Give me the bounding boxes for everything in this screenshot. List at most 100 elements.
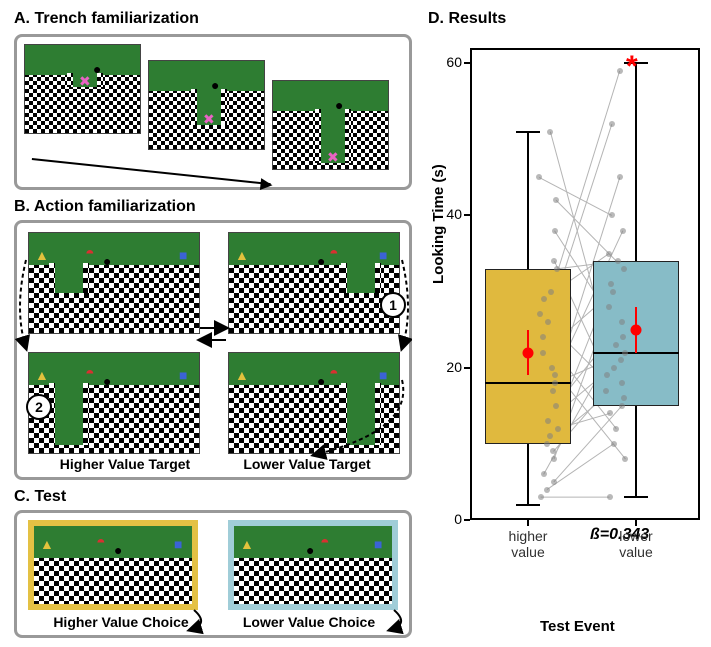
whisker: [635, 63, 637, 261]
whisker-cap: [624, 496, 648, 498]
square-icon: ■: [379, 247, 387, 263]
data-point: [541, 471, 547, 477]
data-point: [544, 487, 550, 493]
triangle-icon: ▲: [235, 367, 249, 383]
boxplot: [470, 48, 700, 520]
data-point: [621, 395, 627, 401]
foot-dot-icon: ●: [114, 542, 122, 558]
agent-icon: ◓: [96, 534, 106, 552]
foot-dot-icon: ●: [103, 253, 111, 269]
data-point: [552, 372, 558, 378]
y-axis-label: Looking Time (s): [430, 164, 447, 284]
data-point: [613, 342, 619, 348]
data-point: [620, 334, 626, 340]
agent-icon: ◓: [85, 245, 95, 263]
agent-dot-icon: ●: [335, 97, 343, 113]
panel-c-left-label: Higher Value Choice: [36, 614, 206, 630]
panel-b-card: ▲ ◓ ● ■: [28, 352, 200, 454]
data-point: [541, 296, 547, 302]
agent-icon: ◓: [320, 534, 330, 552]
data-point: [619, 380, 625, 386]
triangle-icon: ▲: [240, 536, 254, 552]
panel-c-title: C. Test: [14, 488, 66, 506]
foot-dot-icon: ●: [317, 253, 325, 269]
triangle-icon: ▲: [235, 247, 249, 263]
data-point: [550, 448, 556, 454]
sequence-number: 2: [26, 394, 52, 420]
y-tick: [464, 62, 470, 64]
data-point: [548, 289, 554, 295]
data-point: [549, 365, 555, 371]
data-point: [544, 441, 550, 447]
square-icon: ■: [179, 367, 187, 383]
foot-dot-icon: ●: [306, 542, 314, 558]
agent-dot-icon: ●: [211, 77, 219, 93]
whisker: [527, 444, 529, 505]
data-point: [619, 403, 625, 409]
pair-line: [556, 200, 624, 269]
figure-root: A. Trench familiarization ✖ ● ✖ ● ✖ ● B.…: [0, 0, 711, 647]
data-point: [609, 212, 615, 218]
square-icon: ■: [179, 247, 187, 263]
data-point: [603, 388, 609, 394]
panel-b-card: ▲ ◓ ● ■: [28, 232, 200, 334]
data-point: [540, 334, 546, 340]
panel-c-right-label: Lower Value Choice: [224, 614, 394, 630]
y-tick-label: 40: [436, 206, 462, 222]
data-point: [545, 319, 551, 325]
significance-star: *: [626, 50, 638, 84]
square-icon: ■: [174, 536, 182, 552]
foot-dot-icon: ●: [103, 373, 111, 389]
data-point: [552, 228, 558, 234]
data-point: [553, 403, 559, 409]
panel-a-card: ✖ ●: [24, 44, 141, 134]
y-tick-label: 0: [436, 511, 462, 527]
y-tick: [464, 519, 470, 521]
data-point: [622, 456, 628, 462]
data-point: [611, 441, 617, 447]
target-icon: ✖: [79, 73, 91, 90]
data-point: [606, 304, 612, 310]
data-point: [607, 494, 613, 500]
data-point: [547, 433, 553, 439]
mean-dot: [523, 347, 534, 358]
whisker-cap: [516, 504, 540, 506]
data-point: [551, 258, 557, 264]
pair-line: [547, 444, 614, 490]
whisker-cap: [516, 131, 540, 133]
data-point: [604, 372, 610, 378]
data-point: [553, 197, 559, 203]
sequence-number: 1: [380, 292, 406, 318]
square-icon: ■: [379, 367, 387, 383]
y-tick-label: 20: [436, 359, 462, 375]
pair-line: [539, 177, 612, 215]
mean-dot: [631, 324, 642, 335]
data-point: [550, 388, 556, 394]
data-point: [617, 68, 623, 74]
data-point: [547, 129, 553, 135]
panel-a-card: ✖ ●: [148, 60, 265, 150]
square-icon: ■: [374, 536, 382, 552]
data-point: [611, 365, 617, 371]
data-point: [538, 494, 544, 500]
panel-c-card-higher: ▲ ◓ ● ■: [28, 520, 198, 610]
data-point: [551, 479, 557, 485]
data-point: [607, 410, 613, 416]
data-point: [536, 174, 542, 180]
agent-icon: ◓: [329, 245, 339, 263]
y-tick: [464, 367, 470, 369]
panel-b-title: B. Action familiarization: [14, 198, 196, 216]
data-point: [613, 426, 619, 432]
panel-a-title: A. Trench familiarization: [14, 10, 199, 28]
data-point: [619, 319, 625, 325]
whisker: [527, 132, 529, 269]
data-point: [537, 311, 543, 317]
data-point: [606, 251, 612, 257]
data-point: [608, 281, 614, 287]
whisker: [635, 406, 637, 497]
triangle-icon: ▲: [35, 367, 49, 383]
panel-b-right-label: Lower Value Target: [222, 456, 392, 472]
foot-dot-icon: ●: [317, 373, 325, 389]
panel-b-left-label: Higher Value Target: [40, 456, 210, 472]
target-icon: ✖: [203, 111, 215, 128]
